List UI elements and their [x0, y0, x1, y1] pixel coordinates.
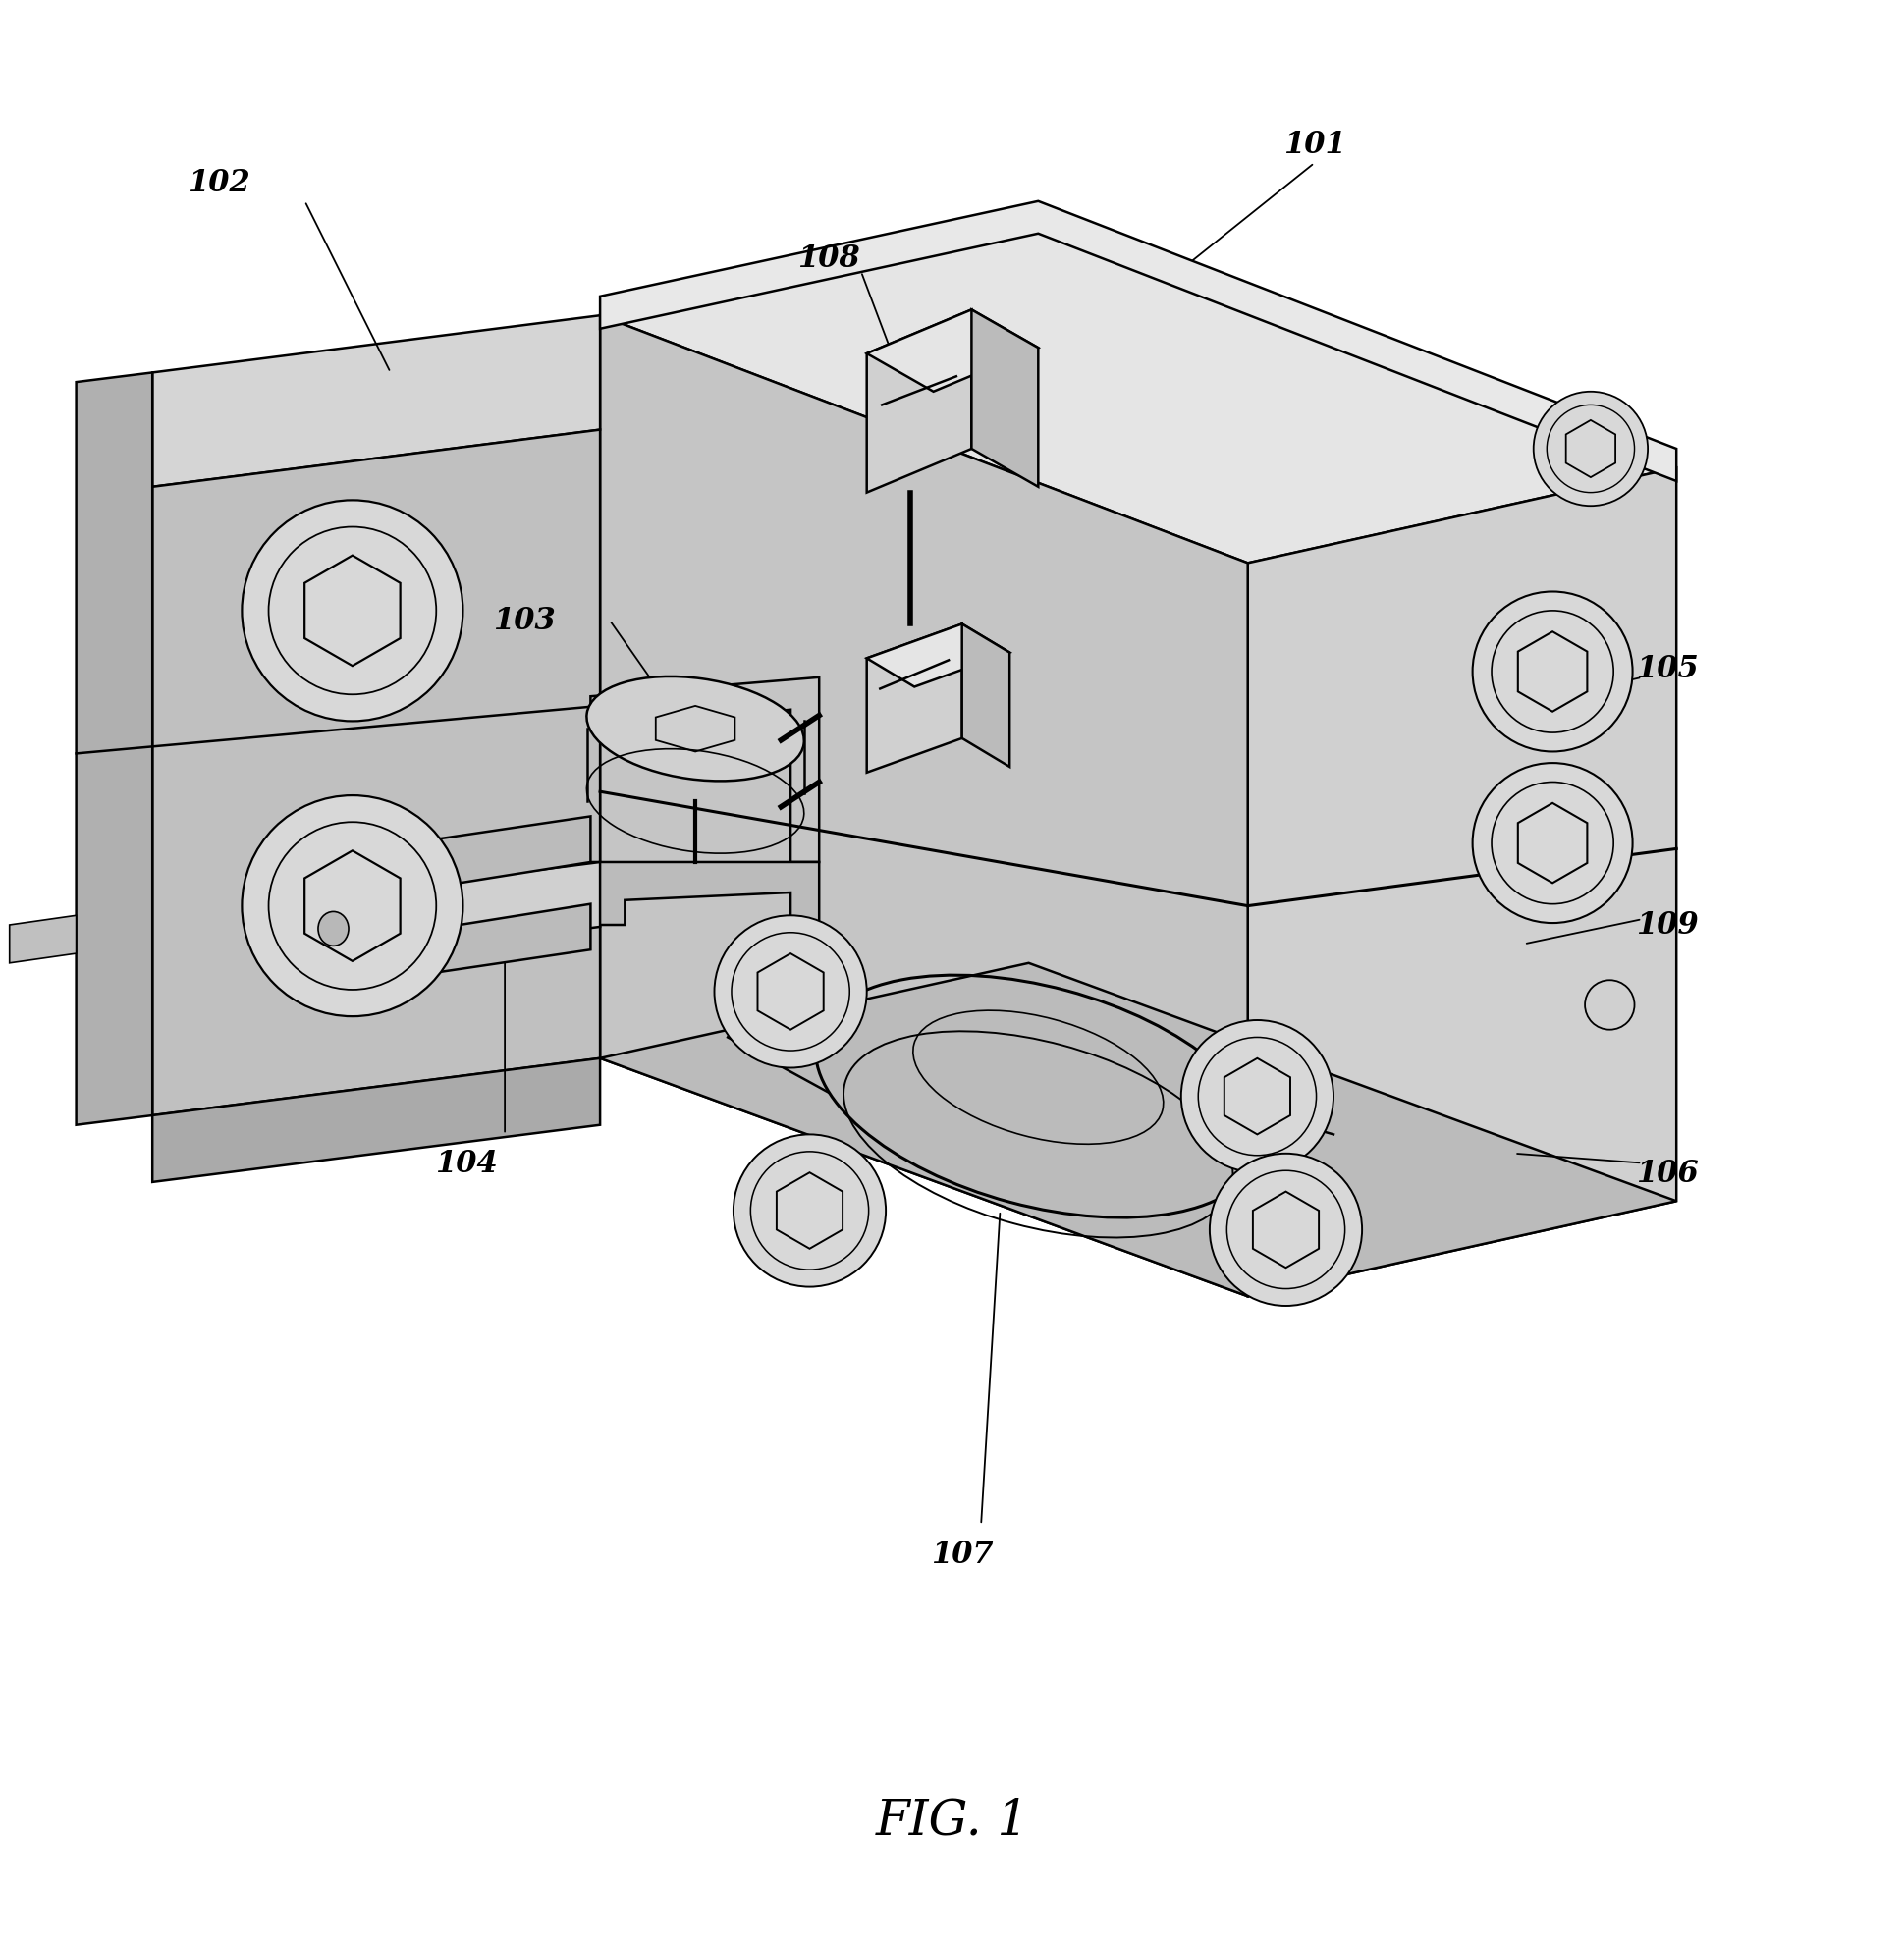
Polygon shape — [152, 1059, 600, 1183]
Text: 109: 109 — [1636, 911, 1696, 940]
Circle shape — [1209, 1154, 1361, 1306]
Polygon shape — [866, 625, 962, 773]
Polygon shape — [152, 315, 600, 488]
Polygon shape — [600, 222, 1676, 564]
Text: 102: 102 — [188, 167, 249, 198]
Polygon shape — [866, 311, 1038, 393]
Text: FIG. 1: FIG. 1 — [876, 1796, 1028, 1845]
Polygon shape — [600, 202, 1676, 483]
Text: 104: 104 — [436, 1148, 497, 1179]
Ellipse shape — [318, 913, 348, 946]
Polygon shape — [866, 311, 971, 492]
Circle shape — [242, 500, 463, 722]
Circle shape — [1533, 393, 1647, 506]
Polygon shape — [590, 677, 819, 862]
Polygon shape — [600, 315, 1247, 1296]
Text: 106: 106 — [1636, 1158, 1696, 1189]
Circle shape — [1472, 592, 1632, 753]
Polygon shape — [10, 917, 76, 963]
Polygon shape — [76, 374, 152, 1125]
Text: 107: 107 — [931, 1539, 992, 1568]
Circle shape — [1180, 1020, 1333, 1173]
Polygon shape — [152, 430, 600, 1115]
Polygon shape — [333, 817, 590, 989]
Polygon shape — [590, 862, 819, 926]
Ellipse shape — [586, 677, 803, 782]
Polygon shape — [1247, 469, 1676, 1296]
Text: 108: 108 — [798, 243, 859, 274]
Polygon shape — [962, 625, 1009, 767]
Circle shape — [733, 1135, 885, 1286]
Polygon shape — [600, 963, 1676, 1296]
Text: 105: 105 — [1636, 654, 1696, 683]
Polygon shape — [866, 625, 1009, 687]
Circle shape — [714, 917, 866, 1068]
Text: 101: 101 — [1283, 130, 1344, 160]
Polygon shape — [333, 862, 600, 961]
Circle shape — [242, 796, 463, 1018]
Circle shape — [1472, 763, 1632, 924]
Text: 103: 103 — [493, 605, 554, 636]
Polygon shape — [971, 311, 1038, 488]
